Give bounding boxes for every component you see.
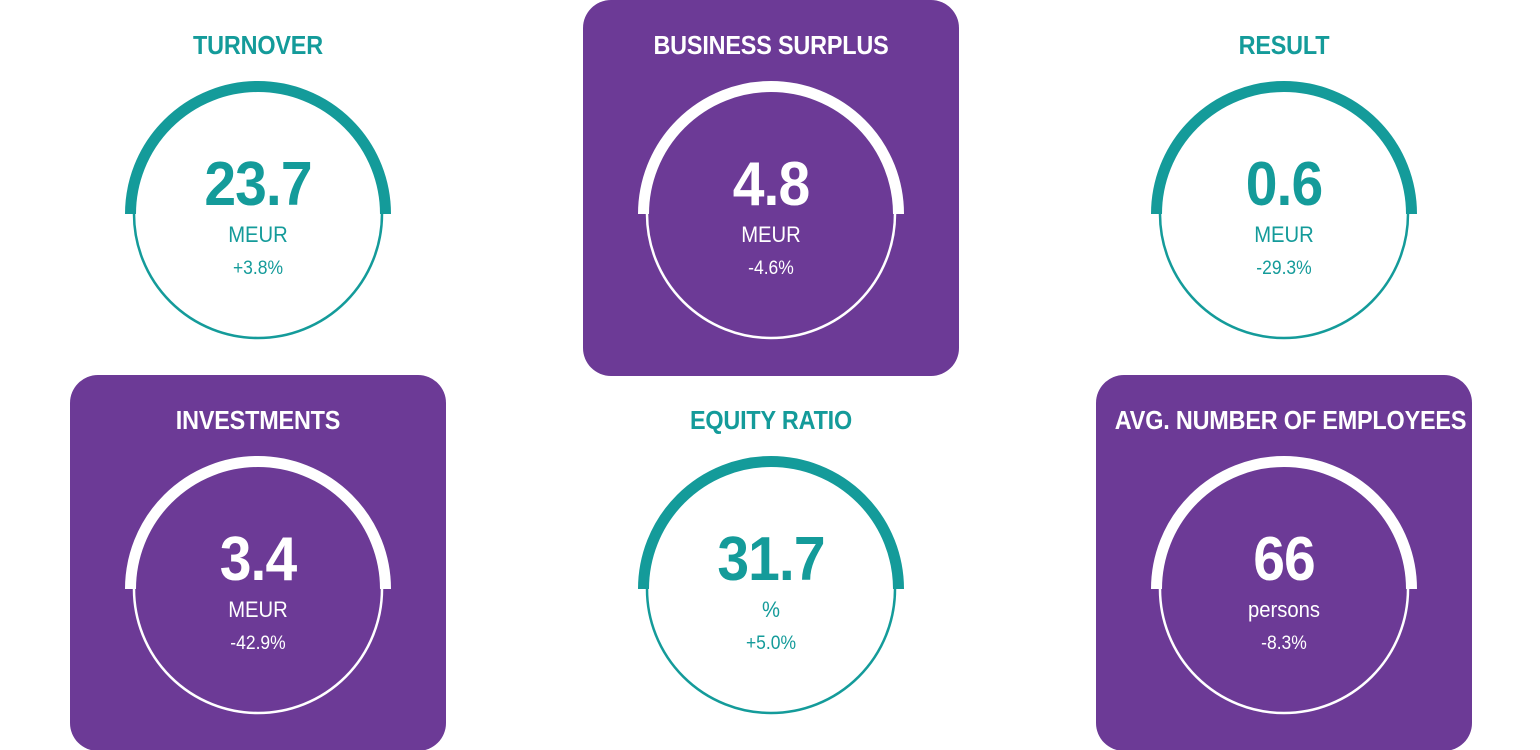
kpi-change: +5.0%: [745, 633, 797, 654]
kpi-card-turnover: TURNOVER 23.7 MEUR +3.8%: [70, 0, 446, 376]
kpi-title: RESULT: [1238, 30, 1330, 60]
gauge-ring: [1151, 81, 1417, 340]
kpi-title: TURNOVER: [193, 30, 323, 60]
gauge-arc: [1151, 81, 1417, 215]
kpi-unit: MEUR: [228, 597, 288, 622]
kpi-unit: %: [762, 597, 780, 622]
kpi-value: 66: [1253, 525, 1316, 594]
gauge-arc: [638, 81, 904, 215]
gauge-ring: [1151, 456, 1417, 715]
kpi-change: -8.3%: [1261, 633, 1307, 654]
kpi-card-equity-ratio: EQUITY RATIO 31.7 % +5.0%: [583, 375, 959, 750]
kpi-change: +3.8%: [232, 258, 284, 279]
kpi-value: 3.4: [219, 525, 297, 594]
kpi-unit: MEUR: [1254, 222, 1314, 247]
kpi-card-employees: AVG. NUMBER OF EMPLOYEES 66 persons -8.3…: [1096, 375, 1472, 750]
kpi-value: 4.8: [732, 150, 810, 219]
kpi-card-investments: INVESTMENTS 3.4 MEUR -42.9%: [70, 375, 446, 750]
kpi-card-business-surplus: BUSINESS SURPLUS 4.8 MEUR -4.6%: [583, 0, 959, 376]
kpi-value: 23.7: [204, 150, 312, 219]
gauge-ring: [638, 81, 904, 340]
gauge-arc: [1151, 456, 1417, 590]
kpi-card-result: RESULT 0.6 MEUR -29.3%: [1096, 0, 1472, 376]
kpi-value: 31.7: [717, 525, 825, 594]
kpi-unit: MEUR: [741, 222, 801, 247]
kpi-unit: MEUR: [228, 222, 288, 247]
kpi-change: -4.6%: [748, 258, 794, 279]
kpi-title: INVESTMENTS: [175, 405, 341, 435]
kpi-title: BUSINESS SURPLUS: [653, 30, 889, 60]
kpi-title: EQUITY RATIO: [689, 405, 853, 435]
gauge-ring: [638, 456, 904, 715]
gauge-arc: [125, 81, 391, 215]
kpi-change: -42.9%: [230, 633, 286, 654]
kpi-change: -29.3%: [1256, 258, 1312, 279]
gauge-ring: [125, 456, 391, 715]
kpi-value: 0.6: [1245, 150, 1323, 219]
kpi-title: AVG. NUMBER OF EMPLOYEES: [1114, 405, 1467, 435]
gauge-ring: [125, 81, 391, 340]
kpi-unit: persons: [1247, 597, 1321, 622]
gauge-arc: [125, 456, 391, 590]
gauge-arc: [638, 456, 904, 590]
